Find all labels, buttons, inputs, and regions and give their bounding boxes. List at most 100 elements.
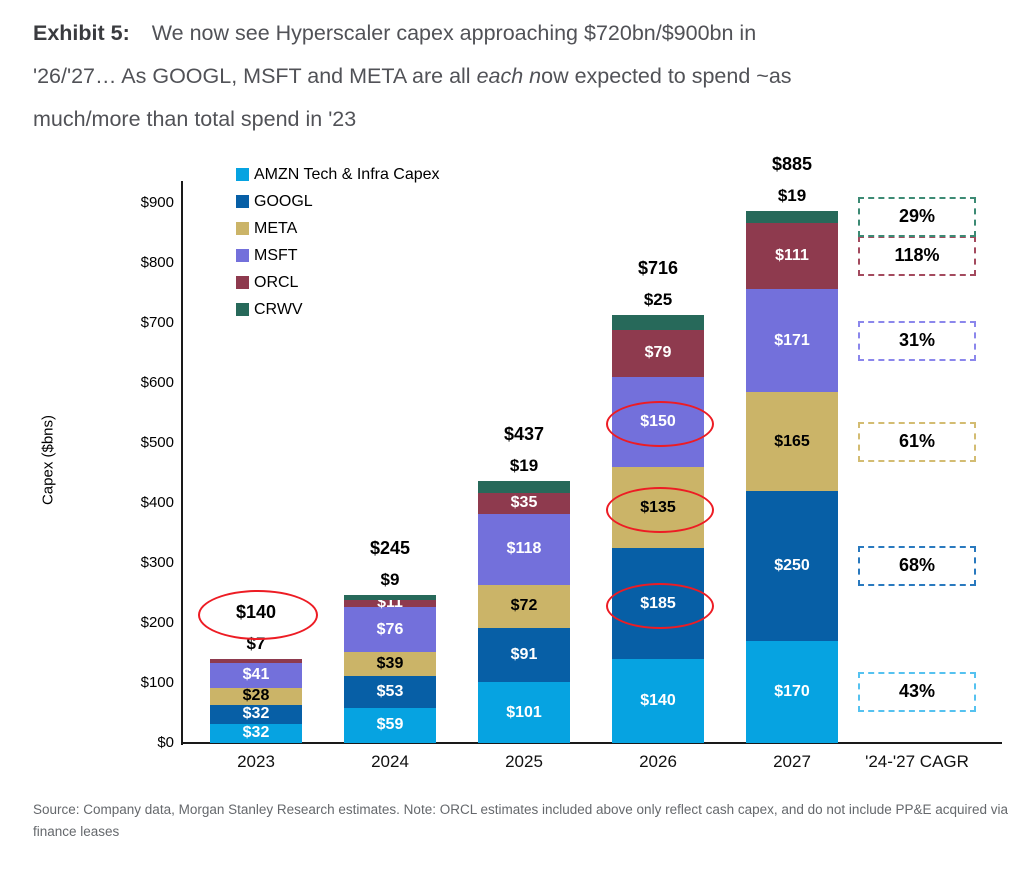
bar-segment-value: $111 — [775, 247, 809, 265]
legend-label: GOOGL — [254, 192, 313, 210]
legend-label: ORCL — [254, 273, 299, 291]
exhibit-title-line-3: much/more than total spend in '23 — [33, 107, 357, 131]
bar-segment-META-2027: $165 — [746, 392, 838, 491]
bar-outside-value: $19 — [509, 456, 539, 476]
bar-segment-GOOGL-2027: $250 — [746, 491, 838, 641]
bar-segment-AMZN-2026: $140 — [612, 659, 704, 743]
bar-segment-AMZN-2025: $101 — [478, 682, 570, 743]
legend: AMZN Tech & Infra Capex GOOGL META MSFT ORCL… — [236, 161, 440, 323]
bar-segment-value: $59 — [376, 716, 404, 734]
legend-item: ORCL — [236, 269, 440, 296]
bar-segment-MSFT-2024: $76 — [344, 606, 436, 653]
bar-segment-value: $53 — [376, 682, 404, 700]
legend-swatch-icon — [236, 168, 249, 181]
bar-outside-value: $9 — [380, 569, 400, 589]
cagr-box-CRWV: 29% — [858, 197, 976, 238]
bar-segment-value: $41 — [242, 666, 270, 684]
bar-segment-value: $170 — [774, 683, 810, 700]
y-axis-tick-label: $600 — [140, 374, 174, 391]
bar-segment-ORCL-2026: $79 — [612, 329, 704, 377]
cagr-box-ORCL: 118% — [858, 236, 976, 277]
bar-total-label: $437 — [503, 424, 545, 445]
exhibit-title-line-2: '26/'27… As GOOGL, MSFT and META are all… — [33, 64, 792, 88]
circle-annotation-segment — [606, 486, 714, 533]
bar-segment-value: $91 — [510, 646, 538, 664]
source-note: Source: Company data, Morgan Stanley Res… — [33, 802, 1009, 840]
legend-label: MSFT — [254, 246, 298, 264]
bar-segment-value: $101 — [506, 703, 542, 721]
bar-segment-value: $250 — [774, 557, 810, 574]
bar-segment-CRWV-2025 — [478, 481, 570, 493]
bar-segment-AMZN-2023: $32 — [210, 723, 302, 743]
x-axis-category-label: 2026 — [639, 752, 677, 771]
bar-segment-MSFT-2025: $118 — [478, 513, 570, 585]
legend-item: AMZN Tech & Infra Capex — [236, 161, 440, 188]
bar-segment-ORCL-2024: $11 — [344, 594, 436, 611]
bar-outside-value: $19 — [777, 186, 807, 206]
bar-segment-META-2025: $72 — [478, 584, 570, 628]
bar-segment-value: $32 — [242, 705, 270, 723]
bar-segment-META-2023: $28 — [210, 687, 302, 705]
y-axis-title: Capex ($bns) — [39, 414, 57, 506]
y-axis-tick-label: $200 — [140, 614, 174, 631]
bar-total-label: $716 — [637, 257, 679, 278]
legend-item: MSFT — [236, 242, 440, 269]
bar-segment-value: $171 — [774, 331, 810, 349]
bar-segment-ORCL-2025: $35 — [478, 492, 570, 514]
bar-segment-value: $165 — [774, 432, 810, 450]
bar-segment-value: $32 — [242, 724, 270, 742]
x-axis-cagr-label: '24-'27 CAGR — [865, 752, 969, 771]
bar-segment-value: $118 — [506, 540, 542, 558]
x-axis-category-label: 2025 — [505, 752, 543, 771]
x-axis-category-label: 2024 — [371, 752, 409, 771]
y-axis-tick-label: $900 — [140, 194, 174, 211]
bar-segment-META-2024: $39 — [344, 652, 436, 676]
bar-total-label: $245 — [369, 537, 411, 558]
y-axis-tick-label: $100 — [140, 674, 174, 691]
bar-segment-value: $72 — [510, 597, 538, 615]
bar-segment-value: $28 — [242, 687, 270, 705]
legend-swatch-icon — [236, 222, 249, 235]
bar-segment-AMZN-2027: $170 — [746, 641, 838, 743]
exhibit-title: Exhibit 5: We now see Hyperscaler capex a… — [33, 12, 998, 141]
y-axis-tick-label: $400 — [140, 494, 174, 511]
y-axis-tick-label: $700 — [140, 314, 174, 331]
bar-segment-GOOGL-2023: $32 — [210, 704, 302, 724]
bar-segment-value: $39 — [376, 655, 404, 673]
bar-segment-ORCL-2027: $111 — [746, 222, 838, 290]
x-axis-category-label: 2027 — [773, 752, 811, 771]
bar-segment-value: $76 — [376, 620, 404, 638]
x-axis-category-label: 2023 — [237, 752, 275, 771]
exhibit-number: Exhibit 5: — [33, 21, 130, 45]
bar-segment-GOOGL-2024: $53 — [344, 675, 436, 708]
bar-segment-value: $79 — [644, 344, 672, 362]
legend-swatch-icon — [236, 249, 249, 262]
circle-annotation-segment — [606, 582, 714, 629]
bar-segment-CRWV-2027 — [746, 211, 838, 223]
bar-segment-MSFT-2023: $41 — [210, 663, 302, 688]
legend-label: META — [254, 219, 298, 237]
bar-segment-AMZN-2024: $59 — [344, 707, 436, 743]
legend-item: GOOGL — [236, 188, 440, 215]
bar-segment-ORCL-2023 — [210, 659, 302, 664]
cagr-box-GOOGL: 68% — [858, 546, 976, 586]
cagr-box-AMZN: 43% — [858, 672, 976, 712]
legend-swatch-icon — [236, 195, 249, 208]
legend-swatch-icon — [236, 303, 249, 316]
y-axis-tick-label: $800 — [140, 254, 174, 271]
bar-outside-value: $25 — [643, 289, 673, 309]
title-italic-phrase: each n — [476, 64, 542, 88]
circle-annotation-segment — [606, 401, 714, 447]
legend-item: CRWV — [236, 296, 440, 323]
bar-segment-MSFT-2027: $171 — [746, 289, 838, 392]
y-axis-tick-label: $0 — [157, 734, 174, 751]
bar-segment-CRWV-2026 — [612, 314, 704, 330]
legend-label: CRWV — [254, 300, 303, 318]
cagr-box-META: 61% — [858, 421, 976, 462]
bar-segment-value: $35 — [510, 494, 538, 512]
legend-swatch-icon — [236, 276, 249, 289]
bar-segment-GOOGL-2025: $91 — [478, 627, 570, 683]
y-axis-line — [181, 181, 183, 745]
bar-total-label: $885 — [771, 154, 813, 175]
